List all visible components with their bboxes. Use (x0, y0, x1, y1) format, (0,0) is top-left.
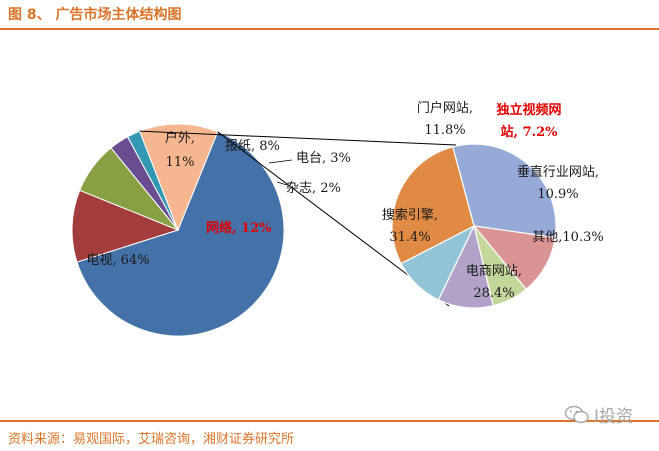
sub-slice-label-2-line2: 站, 7.2% (500, 124, 558, 140)
connector-line-top (139, 130, 457, 146)
watermark-text: I投资 (594, 407, 634, 427)
main-pie-slice-1 (71, 189, 180, 263)
sub-pie (391, 143, 557, 309)
sub-slice-label-1-line2: 11.8% (424, 123, 465, 138)
footer-rule (0, 420, 659, 422)
main-pie (71, 123, 285, 337)
sub-pie-slice-5 (391, 146, 475, 265)
sub-slice-label-4: 其他,10.3% (532, 230, 603, 245)
figure-title: 图 8、 广告市场主体结构图 (8, 7, 182, 23)
source-note: 资料来源：易观国际，艾瑞咨询，湘财证券研究所 (8, 432, 295, 447)
sub-pie-slice-1 (472, 225, 556, 291)
sub-slice-label-3: 垂直行业网站, (517, 165, 599, 180)
sub-slice-label-5-line2: 28.4% (473, 286, 514, 301)
sub-slice-label-3-line2: 10.9% (537, 187, 578, 202)
sub-slice-label-0-line2: 31.4% (389, 230, 430, 245)
main-slice-label-0: 电视, 64% (86, 253, 149, 268)
sub-slice-label-2: 独立视频网 (496, 102, 561, 118)
main-pie-slice-5 (139, 123, 219, 232)
main-slice-label-4: 杂志, 2% (286, 181, 341, 196)
main-slice-label-3: 电台, 3% (296, 151, 351, 166)
main-slice-label-1: 户外, (165, 130, 195, 146)
sub-pie-slice-0 (452, 143, 557, 239)
main-slice-label-5: 网络, 12% (206, 220, 272, 236)
main-slice-label-1-value: 11% (166, 155, 195, 170)
wechat-icon (564, 405, 589, 423)
sub-slice-label-1: 门户网站, (417, 100, 473, 116)
watermark: I投资 (564, 402, 633, 427)
sub-slice-label-5: 电商网站, (466, 264, 522, 279)
main-slice-label-2: 报纸, 8% (225, 139, 280, 154)
sub-slice-label-0: 搜索引擎, (382, 208, 438, 223)
label-leader-3 (268, 159, 293, 164)
slice-labels: 电视, 64% 户外, 11% 报纸, 8% 电台, 3% 杂志, 2% 网络, 12% 搜索… (86, 100, 603, 301)
title-rule (0, 28, 659, 30)
main-pie-slice-0 (76, 131, 285, 337)
label-leader-4 (276, 181, 288, 186)
